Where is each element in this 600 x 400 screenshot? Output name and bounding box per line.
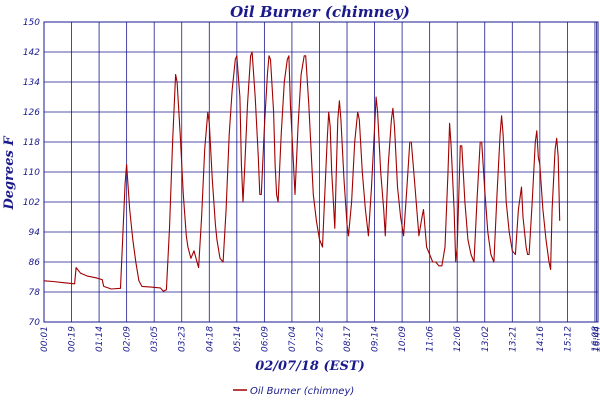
legend: Oil Burner (chimney): [233, 386, 354, 397]
x-tick-label: 03:05: [150, 326, 160, 352]
legend-label: Oil Burner (chimney): [250, 386, 354, 397]
y-tick-label: 110: [23, 168, 40, 178]
x-tick-label: 05:14: [233, 326, 243, 352]
plot-frame: [43, 21, 599, 323]
y-tick-label: 94: [29, 228, 41, 238]
x-tick-label: 14:16: [536, 326, 546, 352]
y-tick-label: 134: [23, 78, 40, 88]
chart-title: Oil Burner (chimney): [230, 3, 410, 21]
x-tick-label: 15:12: [563, 326, 573, 352]
x-tick-label: 01:14: [95, 326, 105, 352]
series-layer: [43, 51, 561, 292]
x-tick-label: 08:17: [343, 326, 353, 352]
y-axis-title: Degrees F: [2, 136, 17, 211]
y-tick-label: 86: [29, 258, 41, 268]
series-line: [43, 51, 561, 292]
y-tick-label: 142: [23, 48, 40, 58]
x-tick-label: 16:08: [591, 326, 600, 352]
x-tick-labels: 00:01 00:19 01:14 02:09 03:05 03:23 04:18 05:14…: [40, 326, 600, 352]
y-tick-label: 78: [29, 288, 41, 298]
x-tick-label: 00:01: [40, 326, 50, 352]
x-tick-label: 00:19: [68, 326, 78, 352]
x-tick-label: 02:09: [123, 326, 133, 352]
x-tick-label: 09:14: [371, 326, 381, 352]
x-tick-label: 07:04: [288, 326, 298, 352]
y-tick-labels: 70 78 86 94 102 110 118 126 134 142 150: [23, 18, 40, 328]
x-tick-label: 07:22: [315, 326, 325, 352]
x-tick-label: 11:06: [426, 326, 436, 352]
y-tick-label: 150: [23, 18, 40, 28]
x-tick-label: 04:18: [205, 326, 215, 352]
x-axis-title: 02/07/18 (EST): [255, 359, 365, 374]
x-tick-label: 12:06: [453, 326, 463, 352]
y-tick-label: 102: [23, 198, 40, 208]
x-tick-label: 16:44: [592, 326, 600, 352]
x-tick-label: 06:09: [260, 326, 270, 352]
x-tick-label: 13:02: [481, 326, 491, 352]
y-tick-label: 126: [23, 108, 40, 118]
x-tick-label: 10:09: [398, 326, 408, 352]
y-tick-label: 118: [23, 138, 40, 148]
y-tick-label: 70: [29, 318, 41, 328]
x-tick-label: 13:21: [508, 326, 518, 352]
x-tick-label: 03:23: [178, 326, 188, 352]
